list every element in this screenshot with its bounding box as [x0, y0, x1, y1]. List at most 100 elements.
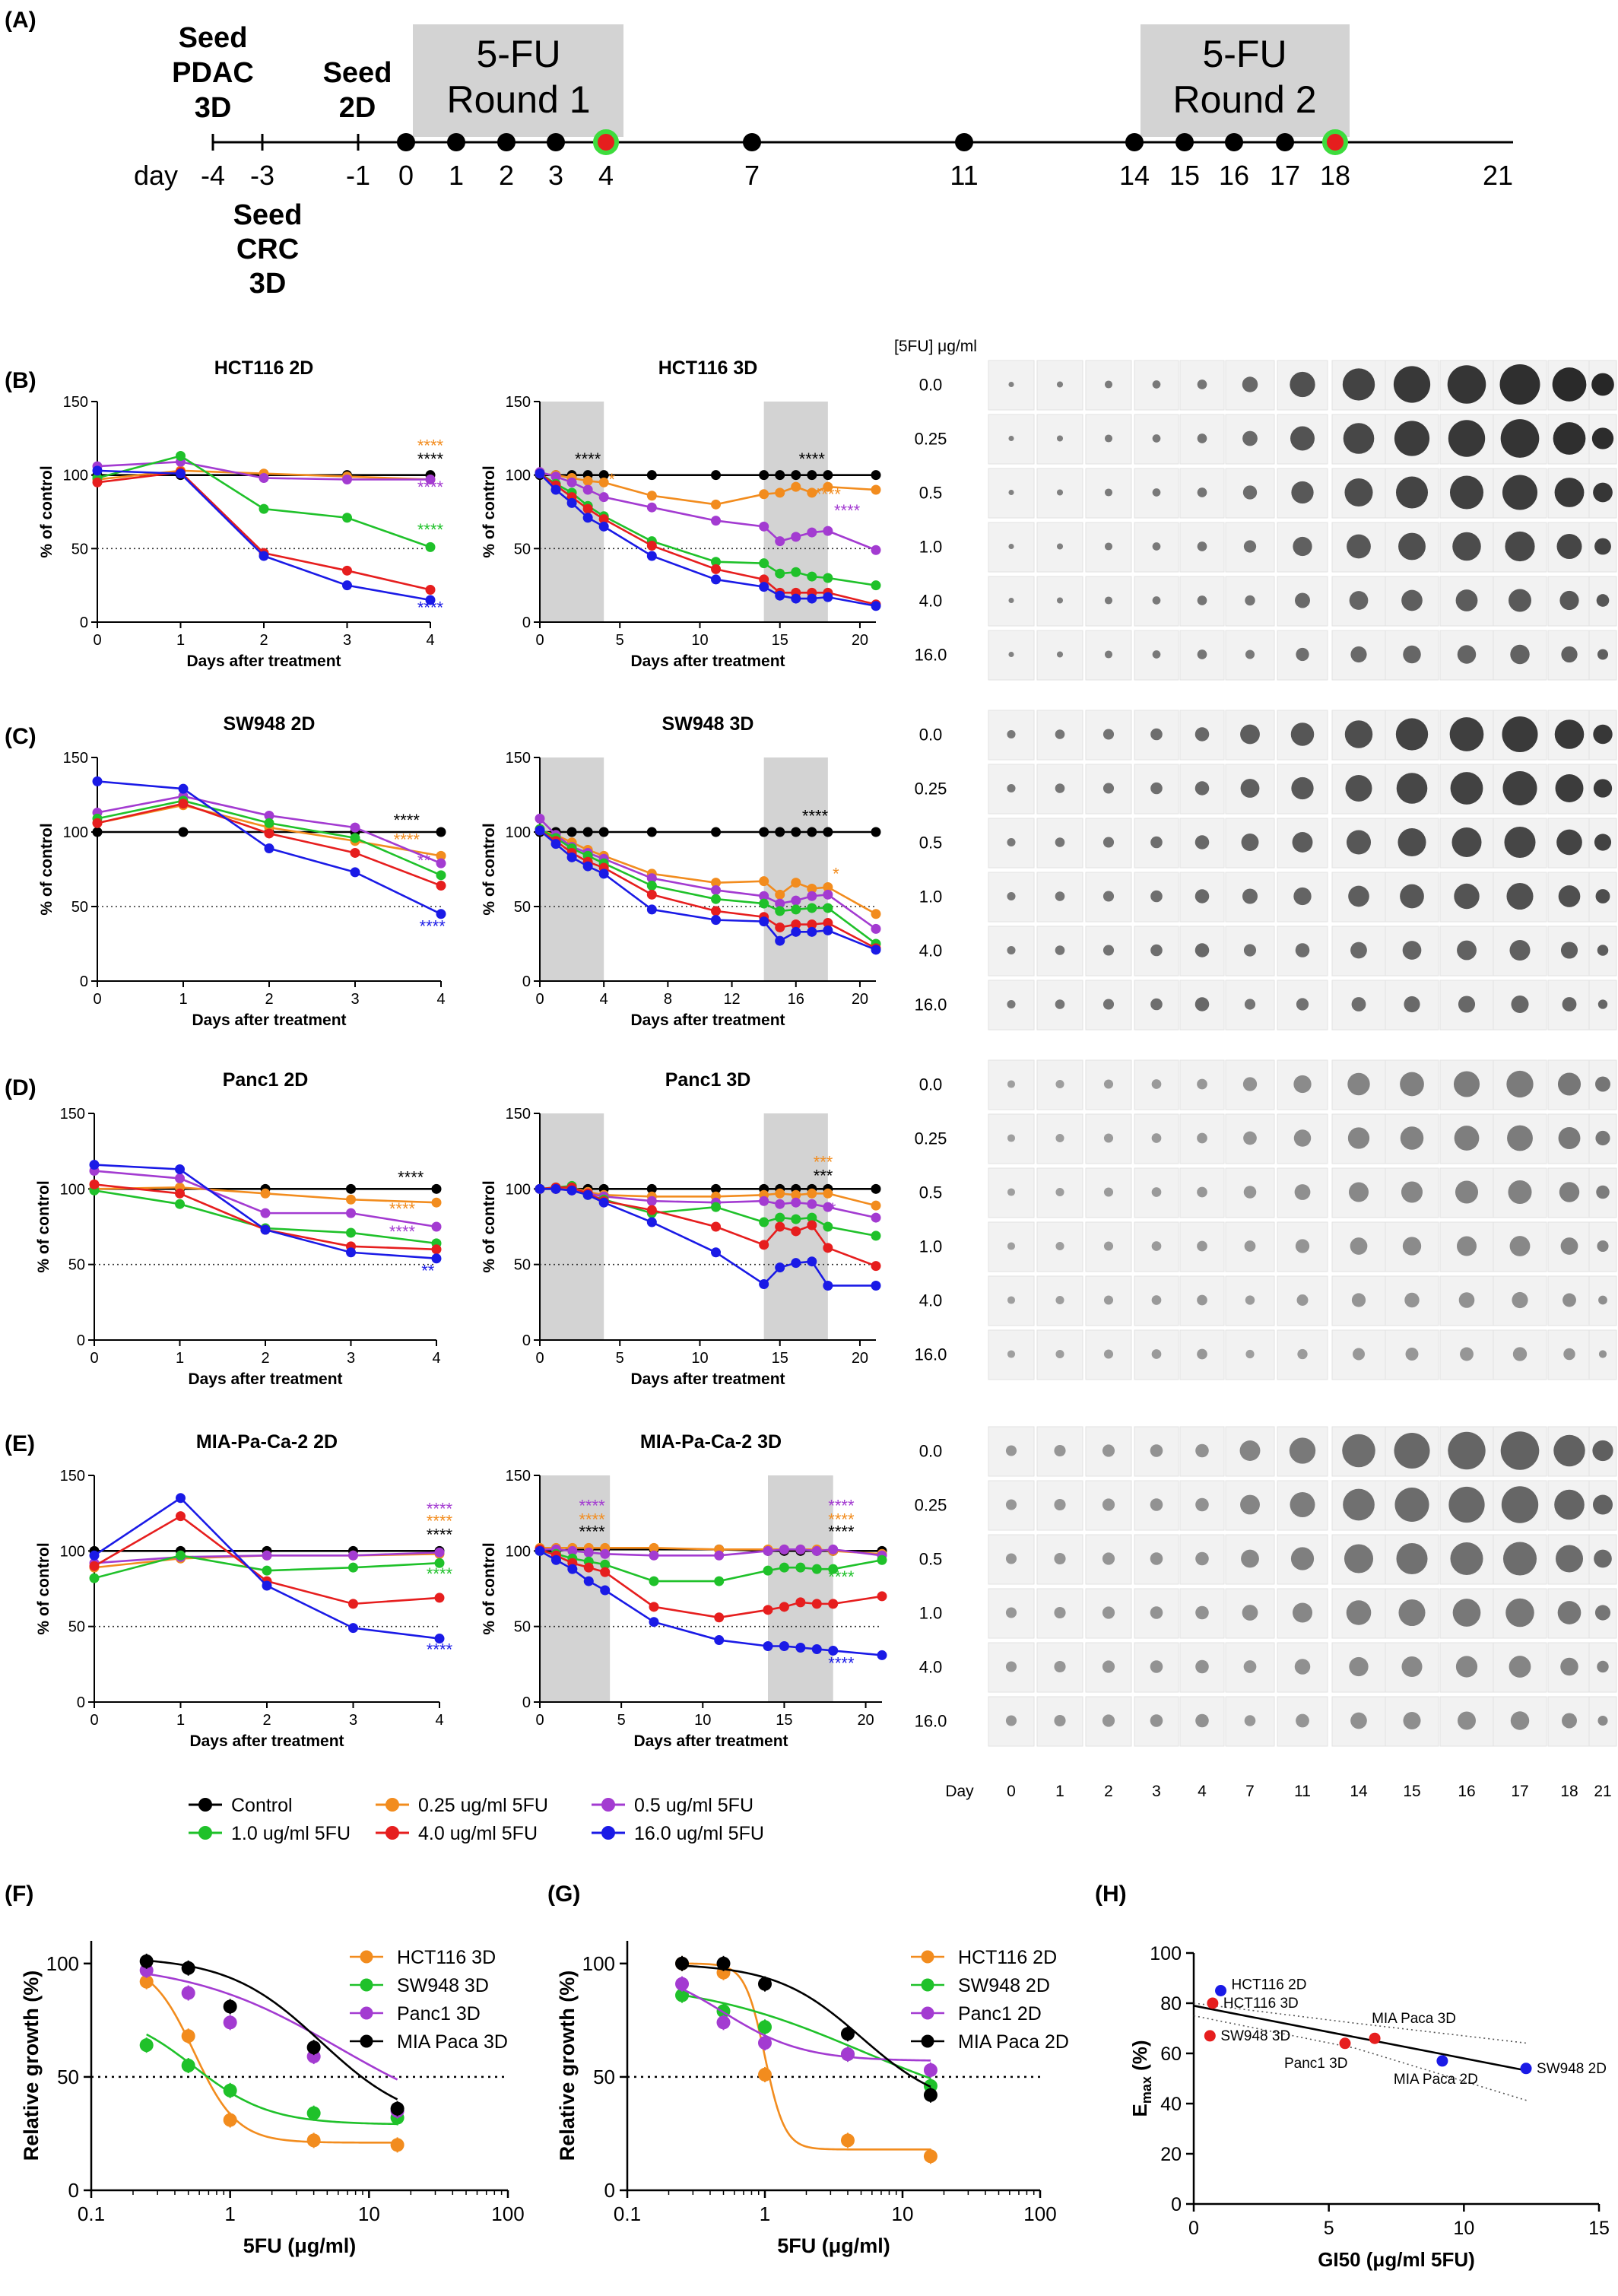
chart-title: MIA-Pa-Ca-2 2D	[196, 1431, 338, 1453]
significance-annotation: ****	[389, 1199, 416, 1218]
spheroid-image	[1104, 434, 1113, 443]
spheroid-image	[1345, 775, 1372, 802]
data-point-c16	[598, 869, 609, 879]
concentration-row-label: 0.5	[919, 484, 943, 503]
legend-label: 1.0 ug/ml 5FU	[231, 1823, 351, 1844]
seed-crc-line2: CRC	[236, 233, 299, 265]
data-point-c16	[566, 852, 577, 862]
image-day-tick-label: 2	[1104, 1783, 1113, 1800]
data-point-c05	[823, 526, 833, 536]
spheroid-image	[1240, 724, 1260, 745]
spheroid-image	[1554, 478, 1585, 507]
data-point-control	[823, 827, 833, 837]
significance-annotation: ****	[828, 1653, 855, 1672]
spheroid-image	[1451, 827, 1482, 858]
panel-letter-f: (F)	[5, 1882, 33, 1907]
x-tick-label: 4	[435, 1712, 443, 1729]
image-day-tick-label: 4	[1198, 1783, 1207, 1800]
timeline-imaging-marker	[593, 129, 619, 155]
spheroid-image	[1197, 379, 1207, 389]
data-point-c4	[431, 1244, 442, 1255]
spheroid-image	[1350, 942, 1367, 959]
panel-letter-h: (H)	[1095, 1882, 1127, 1907]
significance-annotation: ****	[417, 598, 444, 617]
significance-annotation: ****	[427, 1640, 453, 1659]
spheroid-image	[1195, 1551, 1209, 1566]
line-chart-d3d: Panc1 3D 0 50 100 150 0 5 10 15 20 Days after trea…	[481, 1069, 881, 1388]
data-point-c4	[711, 906, 722, 916]
data-point-c16	[566, 497, 577, 508]
spheroid-image	[1102, 729, 1115, 740]
seed-pdac-line3: 3D	[195, 92, 232, 124]
x-tick-label: 20	[857, 1712, 874, 1729]
spheroid-image	[1452, 532, 1481, 561]
data-point-c025	[823, 481, 833, 492]
spheroid-image	[1242, 485, 1258, 500]
chart-title: MIA-Pa-Ca-2 3D	[640, 1431, 782, 1453]
spheroid-image	[1562, 997, 1577, 1011]
image-grid-sw948: 0.0 0.25 0.5 1.0 4.0 16.0	[915, 710, 1617, 1031]
micrograph-tile	[1225, 1696, 1275, 1747]
spheroid-image	[1055, 783, 1065, 793]
spheroid-image	[1150, 782, 1163, 795]
micrograph-tile	[1277, 1696, 1328, 1747]
spheroid-image	[1500, 419, 1540, 458]
spheroid-image	[1353, 1348, 1365, 1361]
data-point-c4	[759, 1240, 769, 1250]
x-tick-label: 15	[772, 632, 788, 649]
data-point-c16	[779, 1640, 789, 1651]
spheroid-image	[1151, 1187, 1162, 1197]
data-point-c16	[759, 582, 769, 592]
data-point-c16	[175, 1164, 185, 1175]
spheroid-image	[1104, 542, 1113, 551]
y-tick-label: 60	[1160, 2044, 1182, 2065]
data-point-c16	[89, 1550, 100, 1561]
micrograph-tile	[1331, 1329, 1386, 1380]
legend-label: 4.0 ug/ml 5FU	[418, 1823, 538, 1844]
spheroid-image	[1597, 999, 1608, 1009]
data-point-control	[223, 1999, 237, 2014]
spheroid-image	[1102, 1714, 1115, 1727]
x-tick-label: 2	[261, 1350, 269, 1367]
data-point-c4	[436, 881, 446, 891]
concentration-row-label: 4.0	[919, 942, 943, 961]
data-point-c025	[646, 491, 657, 501]
scatter-point	[1207, 1997, 1219, 2009]
data-point-c05	[828, 1544, 839, 1554]
data-point-c1	[871, 580, 881, 591]
spheroid-image	[1103, 1079, 1114, 1089]
spheroid-image	[1241, 1549, 1259, 1568]
legend-marker	[360, 2034, 373, 2048]
legend-label: MIA Paca 2D	[958, 2031, 1069, 2053]
x-tick-label: 10	[358, 2202, 380, 2225]
scatter-chart-h: 0 20 40 60 80 100 0 5 10 15 GI50 (μg/ml 5FU) Emax (…	[1128, 1943, 1610, 2271]
spheroid-image	[1055, 945, 1065, 955]
chart-title: SW948 3D	[662, 713, 754, 735]
data-point-c025	[775, 487, 785, 498]
x-tick-label: 0	[535, 991, 544, 1008]
spheroid-image	[1400, 884, 1424, 909]
x-tick-label: 20	[852, 991, 868, 1008]
data-point-c025	[306, 2133, 321, 2148]
timeline-day-tick-label: -4	[201, 160, 225, 191]
spheroid-image	[1347, 1072, 1370, 1096]
spheroid-image	[1197, 1294, 1207, 1306]
data-point-c025	[871, 484, 881, 495]
spheroid-image	[1457, 940, 1477, 961]
y-tick-label: 100	[46, 1952, 79, 1975]
micrograph-tile	[1085, 1329, 1132, 1380]
x-tick-label: 20	[852, 632, 868, 649]
concentration-row-label: 0.0	[919, 1075, 943, 1094]
data-point-c4	[350, 847, 360, 858]
concentration-header: [5FU] μg/ml	[894, 338, 977, 355]
data-point-c05	[583, 1547, 594, 1558]
data-point-control	[346, 1183, 356, 1194]
data-point-c025	[139, 1974, 154, 1989]
micrograph-tile	[988, 468, 1035, 519]
spheroid-image	[1197, 1132, 1207, 1144]
spheroid-image	[1102, 837, 1115, 848]
y-axis-label: % of control	[481, 1180, 498, 1272]
concentration-row-label: 16.0	[915, 996, 947, 1015]
x-tick-label: 1	[176, 1350, 184, 1367]
concentration-row-label: 0.0	[919, 376, 943, 395]
